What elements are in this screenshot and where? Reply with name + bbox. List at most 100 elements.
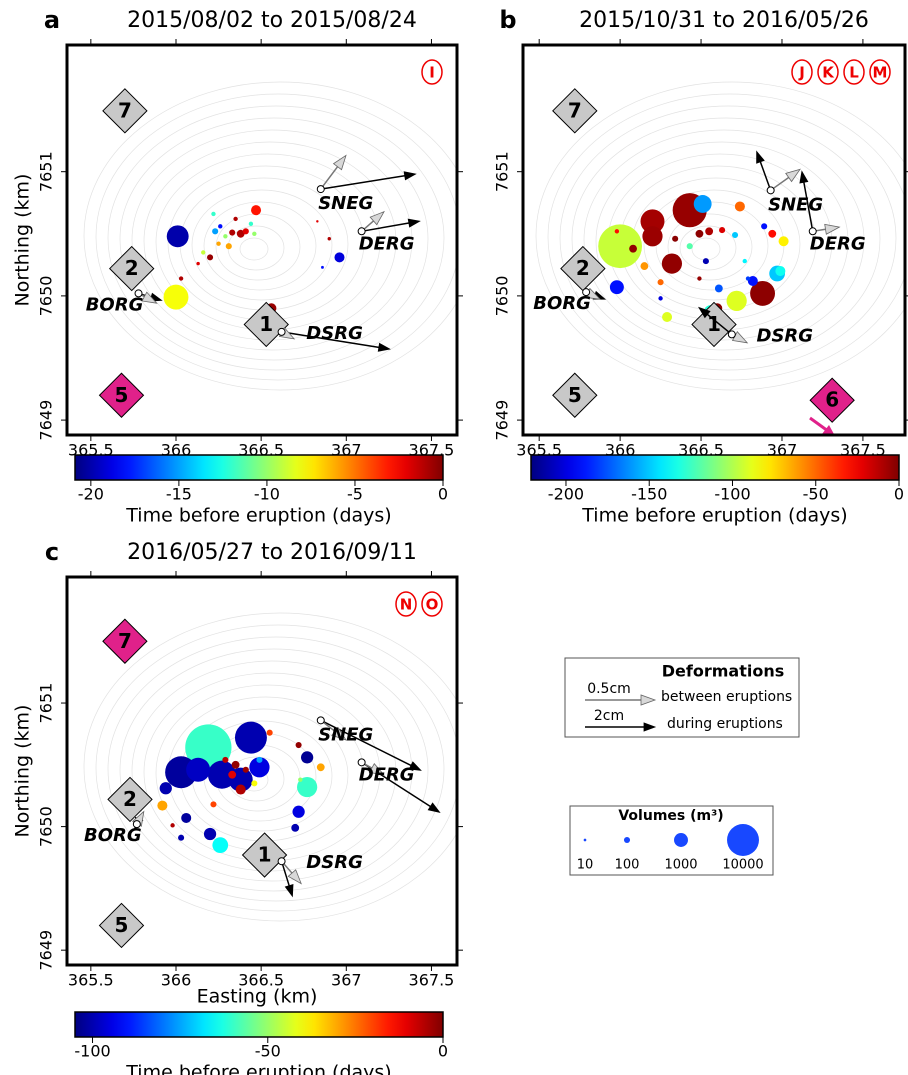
event [642, 226, 663, 247]
event [734, 201, 745, 212]
colorbar-tick-label: -50 [803, 485, 829, 504]
colorbar-tick-label: -150 [631, 485, 667, 504]
y-tick-label: 7650 [37, 276, 56, 317]
co-arrow-head [756, 150, 765, 164]
inter-arrow [320, 166, 339, 190]
event [181, 812, 192, 823]
contour [95, 93, 457, 381]
event [705, 227, 714, 236]
co-arrow-head [377, 342, 391, 352]
contour [691, 237, 721, 261]
panel-letter: c [45, 538, 59, 566]
event [297, 776, 318, 798]
site-marker [552, 372, 598, 418]
contour [83, 81, 457, 391]
pointer-line [809, 416, 829, 433]
station-label: BORG [84, 825, 142, 846]
station [134, 289, 143, 298]
event [216, 241, 221, 246]
event [249, 757, 270, 778]
site-marker [809, 377, 855, 423]
co-arrow [320, 719, 412, 767]
y-axis-label: Northing (km) [12, 705, 34, 838]
y-tick-label: 7649 [493, 400, 512, 441]
contour [655, 201, 769, 291]
contour [83, 612, 457, 922]
site-label: 5 [568, 383, 582, 407]
x-tick-label: 367.5 [409, 971, 455, 990]
contour [679, 225, 737, 271]
station-label: BORG [533, 293, 591, 314]
eruption-badge [395, 591, 417, 617]
event [266, 729, 273, 736]
event [203, 827, 217, 841]
event [640, 262, 649, 270]
eruption-badge [791, 59, 813, 85]
panel-title: 2015/08/02 to 2015/08/24 [127, 8, 417, 33]
station [808, 227, 817, 236]
contour [131, 129, 413, 351]
event [196, 261, 200, 266]
event [334, 252, 345, 263]
colorbar-label: Time before eruption (days) [581, 505, 847, 527]
station-label: SNEG [318, 193, 373, 214]
eruption-label: O [426, 596, 439, 614]
co-arrow-head [799, 170, 809, 184]
event [672, 235, 679, 242]
site-marker [241, 832, 288, 878]
contour [583, 129, 865, 351]
event [166, 225, 189, 248]
y-tick-label: 7649 [37, 930, 56, 971]
contour [131, 660, 413, 882]
volume-legend-label: 10000 [722, 858, 763, 873]
site-marker [102, 618, 148, 664]
event [614, 229, 620, 234]
contour [239, 237, 269, 261]
colorbar [530, 454, 900, 481]
colorbar-tick-label: -50 [255, 1042, 281, 1061]
site-label: 5 [115, 383, 129, 407]
inter-arrow-head [332, 154, 347, 171]
station [582, 288, 591, 297]
frame [521, 43, 907, 437]
x-tick-label: 366 [161, 971, 192, 990]
co-arrow [759, 161, 772, 191]
site-label: 7 [568, 98, 582, 122]
event [228, 770, 237, 779]
site-marker [107, 776, 153, 823]
site-marker [98, 372, 145, 418]
event [295, 742, 302, 749]
frame [65, 43, 459, 437]
contour [547, 93, 905, 381]
event [235, 784, 246, 795]
station [766, 186, 775, 195]
y-tick-label: 7651 [493, 151, 512, 192]
event [750, 280, 776, 306]
event [212, 837, 229, 854]
event [629, 244, 637, 253]
event [291, 823, 300, 832]
station-label: DSRG [306, 852, 363, 873]
co-arrow-head [284, 883, 294, 898]
y-tick-label: 7651 [37, 151, 56, 192]
volume-legend-title: Volumes (m³) [618, 808, 723, 824]
event [719, 227, 726, 234]
event [236, 229, 245, 238]
site-marker [243, 301, 289, 348]
co-arrow-head [643, 722, 657, 732]
colorbar-label: Time before eruption (days) [125, 505, 391, 527]
event [609, 280, 624, 295]
event [248, 221, 254, 227]
eruption-label: K [822, 64, 835, 82]
deformation-scale-label: 0.5cm [587, 681, 631, 697]
station-label: DSRG [306, 323, 363, 344]
event [658, 296, 663, 301]
event [252, 231, 257, 236]
station-label: BORG [86, 294, 144, 315]
site-marker [552, 88, 598, 134]
co-arrow-head [697, 306, 711, 319]
station [357, 758, 366, 767]
event [697, 276, 702, 281]
panel-title: 2016/05/27 to 2016/09/11 [127, 540, 417, 565]
panel-letter: a [44, 6, 60, 34]
